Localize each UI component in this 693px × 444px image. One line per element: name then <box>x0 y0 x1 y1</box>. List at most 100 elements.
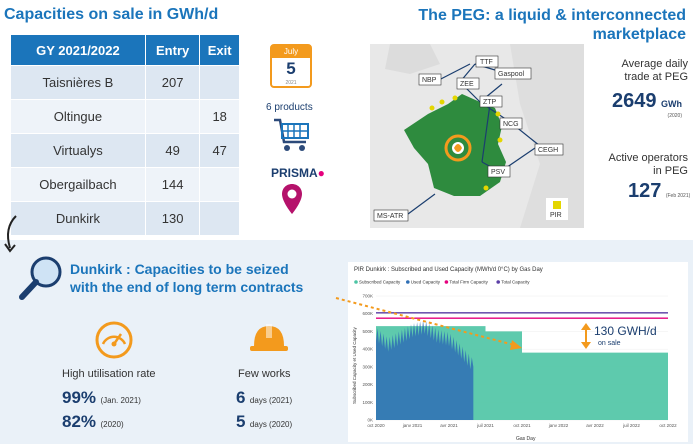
works-label: Few works <box>238 368 291 380</box>
prisma-logo: PRISMA● <box>271 166 325 180</box>
util-label: High utilisation rate <box>62 368 156 380</box>
point-name: Taisnières B <box>10 65 146 100</box>
entry-value <box>144 99 201 134</box>
map-label-ms-atr: MS-ATR <box>377 213 403 220</box>
legend-item: Used Capacity <box>411 280 441 285</box>
calendar-day: 5 <box>286 59 296 78</box>
gauge-icon <box>95 321 133 359</box>
works-value-1: 6 <box>236 388 246 407</box>
map-label-ttf: TTF <box>480 59 493 66</box>
entry-value: 130 <box>144 201 201 236</box>
curved-arrow-icon <box>4 215 17 253</box>
util-note-2: (2020) <box>100 420 124 429</box>
series-area-used-capacity <box>376 320 474 420</box>
capacities-table: GY 2021/2022 Entry Exit Taisnières B 207… <box>10 34 240 236</box>
chart-title: PIR Dunkirk : Subscribed and Used Capaci… <box>354 267 543 273</box>
works-note-1: days (2021) <box>249 396 293 405</box>
capacities-title: Capacities on sale in GWh/d <box>4 6 219 23</box>
works-note-2: days (2020) <box>249 420 293 429</box>
x-tick-label: juil 2022 <box>622 423 640 428</box>
point-name: Oltingue <box>10 99 146 134</box>
trade-unit: GWh <box>660 99 682 109</box>
legend-item: Subscribed Capacity <box>359 280 401 285</box>
table-row: Taisnières B 207 <box>10 65 240 100</box>
dunkirk-title-line2: with the end of long term contracts <box>70 279 304 295</box>
y-tick-label: 500K <box>362 329 373 334</box>
calendar-icon: July 5 2021 <box>270 44 312 88</box>
util-value-2: 82% <box>62 412 97 431</box>
peg-title: The PEG: a liquid & interconnected marke… <box>390 6 686 44</box>
table-row: Obergailbach 144 <box>10 167 240 202</box>
util-stat-2: 82% (2020) <box>62 412 124 432</box>
peg-title-line2: marketplace <box>592 26 686 43</box>
magnifier-icon <box>19 256 62 300</box>
x-tick-label: avr 2021 <box>440 423 458 428</box>
dashed-arrow <box>335 297 522 350</box>
y-tick-label: 0K <box>367 418 373 423</box>
map-label-ncg: NCG <box>503 121 519 128</box>
y-tick-label: 400K <box>362 347 373 352</box>
hard-hat-icon <box>250 324 288 351</box>
chart-annotation: 130 GWH/d <box>594 324 657 338</box>
peg-title-line1: The PEG: a liquid & interconnected <box>418 7 686 24</box>
operators-value: 127 <box>628 180 662 202</box>
x-tick-label: janv 2022 <box>548 423 569 428</box>
trade-year: (2020) <box>667 113 682 119</box>
map-label-ztp: ZTP <box>483 99 497 106</box>
dunkirk-title: Dunkirk : Capacities to be seized with t… <box>70 260 340 296</box>
map-label-psv: PSV <box>491 169 505 176</box>
entry-value: 207 <box>144 65 201 100</box>
legend-swatch <box>496 280 500 284</box>
header-entry: Entry <box>144 34 201 66</box>
chart-annotation-sub: on sale <box>598 340 621 347</box>
operators-date: (Feb 2021) <box>665 193 691 199</box>
y-tick-label: 100K <box>362 400 373 405</box>
products-label: 6 products <box>266 102 313 113</box>
legend-swatch <box>444 280 449 284</box>
chart-ylabel: Subscribed Capacity et Used Capacity <box>352 326 357 404</box>
calendar-year: 2021 <box>285 80 297 86</box>
works-stat-2: 5 days (2020) <box>236 412 292 432</box>
legend-swatch <box>354 280 358 284</box>
y-tick-label: 700K <box>362 294 373 299</box>
x-tick-label: juil 2021 <box>476 423 494 428</box>
y-tick-label: 200K <box>362 382 373 387</box>
point-name: Dunkirk <box>10 201 146 236</box>
map-label-gaspool: Gaspool <box>498 71 525 78</box>
legend-item: Total Capacity <box>501 280 530 285</box>
peg-network-map: TTF NBP ZEE Gaspool ZTP NCG CEGH PSV MS-… <box>370 44 584 228</box>
map-pin-icon <box>282 184 302 214</box>
exit-value <box>199 65 240 100</box>
util-value-1: 99% <box>62 388 97 407</box>
trade-value: 2649 <box>612 90 657 112</box>
shopping-cart-icon <box>274 118 309 151</box>
util-stat-1: 99% (Jan. 2021) <box>62 388 141 408</box>
table-row: Virtualys 49 47 <box>10 133 240 168</box>
trade-label: Average daily trade at PEG <box>592 58 688 84</box>
point-name: Virtualys <box>10 133 146 168</box>
y-tick-label: 600K <box>362 311 373 316</box>
trade-stat: 2649 GWh (2020) <box>612 90 692 119</box>
x-tick-label: janv 2021 <box>402 423 423 428</box>
point-name: Obergailbach <box>10 167 146 202</box>
calendar-month: July <box>272 46 310 58</box>
table-row: Oltingue 18 <box>10 99 240 134</box>
header-exit: Exit <box>199 34 240 66</box>
trade-label-line1: Average daily <box>621 58 688 70</box>
prisma-text: PRISMA <box>271 166 318 180</box>
works-value-2: 5 <box>236 412 246 431</box>
x-tick-label: oct 2021 <box>513 423 531 428</box>
table-header-row: GY 2021/2022 Entry Exit <box>10 34 240 66</box>
entry-value: 49 <box>144 133 201 168</box>
header-gas-year: GY 2021/2022 <box>10 34 146 66</box>
capacity-chart: Subscribed Capacity Used Capacity Total Fi… <box>352 280 677 443</box>
operators-label-line2: in PEG <box>653 165 688 177</box>
map-label-cegh: CEGH <box>538 147 558 154</box>
table-row: Dunkirk 130 <box>10 201 240 236</box>
operators-stat: 127 (Feb 2021) <box>628 180 692 203</box>
double-arrow-icon <box>581 323 591 349</box>
util-note-1: (Jan. 2021) <box>100 396 141 405</box>
x-tick-label: oct 2022 <box>659 423 677 428</box>
dunkirk-title-line1: Dunkirk : Capacities to be seized <box>70 261 289 277</box>
exit-value: 47 <box>199 133 240 168</box>
